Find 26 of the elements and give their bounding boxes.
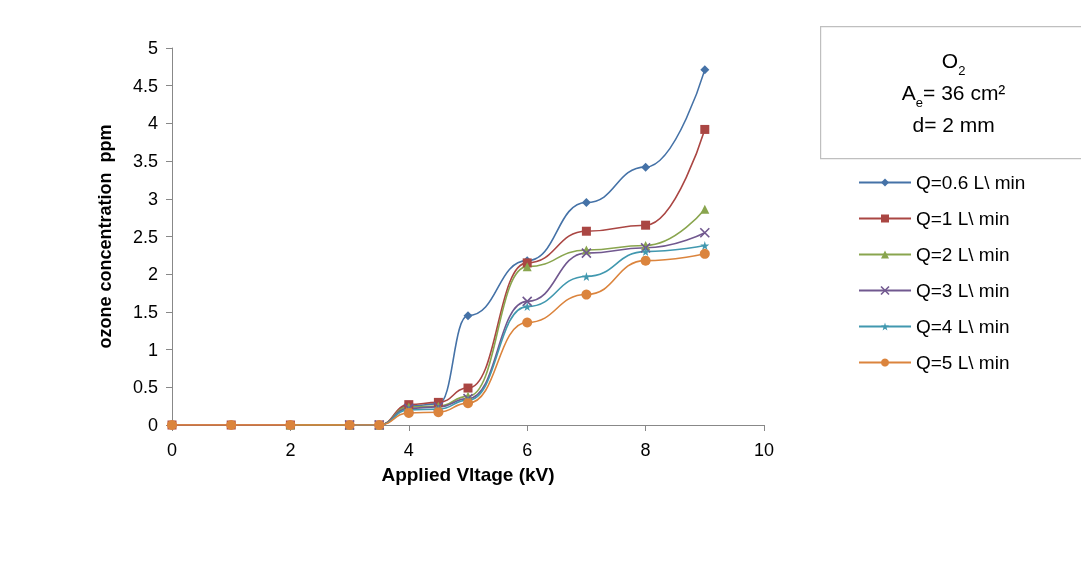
x-tick-label: 0 [166,440,178,460]
legend-label: Q=3 L\ min [916,280,1010,301]
y-tick-label: 3 [147,188,158,209]
y-tick-label: 4 [147,113,158,134]
legend-label: Q=0.6 L\ min [916,172,1026,193]
x-tick-label: 4 [403,440,414,460]
y-tick-label: 1.5 [132,301,158,322]
legend-label: Q=4 L\ min [916,316,1010,337]
x-tick-label: 6 [522,440,533,460]
y-tick-label: 1 [147,339,158,360]
text: d= 2 mm [912,113,995,137]
x-tick-label: 8 [640,440,651,460]
y-tick-label: 0 [147,415,158,435]
x-tick-label: 10 [753,440,775,460]
y-tick-label: 4.5 [132,75,158,96]
x-tick-label: 2 [285,440,296,460]
y-tick-label: 2 [147,264,158,285]
legend-label: Q=5 L\ min [916,352,1010,373]
y-tick-label: 5 [147,38,158,58]
legend-label: Q=2 L\ min [916,244,1010,265]
x-axis-title: Applied Vltage (kV) [381,464,555,485]
y-tick-label: 0.5 [132,377,158,398]
y-axis-title: ozone concentration ppm [95,124,115,349]
legend-label: Q=1 L\ min [916,208,1010,229]
y-tick-label: 2.5 [132,226,158,247]
y-tick-label: 3.5 [132,151,158,172]
